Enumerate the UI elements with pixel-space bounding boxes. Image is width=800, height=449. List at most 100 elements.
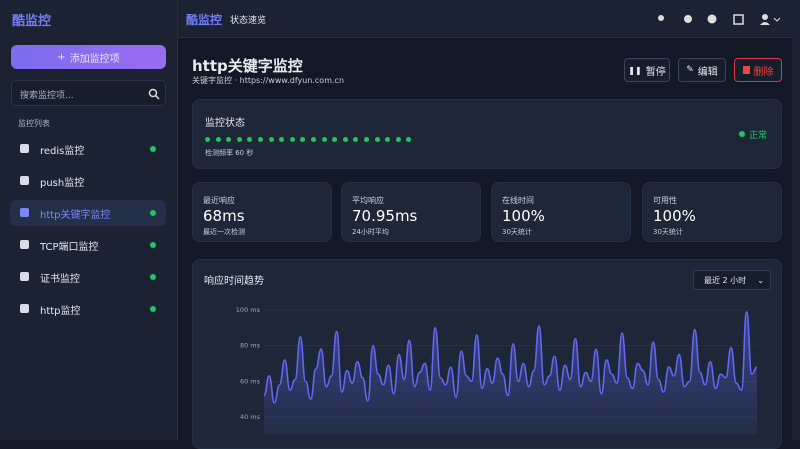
status-dot bbox=[150, 242, 156, 248]
topbar: 酷监控 状态速览 bbox=[178, 0, 800, 38]
page-subtitle: 关键字监控 · https://www.dfyun.com.cn bbox=[192, 76, 345, 85]
delete-label: 删除 bbox=[753, 66, 774, 78]
page-title: http关键字监控 bbox=[192, 57, 303, 75]
heartbeat-dot bbox=[257, 137, 263, 142]
stat-label: 在线时间 bbox=[502, 196, 534, 205]
plus-icon: + bbox=[57, 51, 66, 63]
monitor-name: redis监控 bbox=[40, 145, 85, 157]
settings-icon[interactable] bbox=[684, 15, 692, 23]
user-icon[interactable] bbox=[762, 14, 768, 20]
stat-label: 可用性 bbox=[653, 196, 677, 205]
scrollbar[interactable] bbox=[792, 0, 800, 440]
heartbeat-dot bbox=[310, 137, 316, 142]
pause-icon: ❚❚ bbox=[628, 65, 642, 75]
stat-note: 30天统计 bbox=[653, 228, 683, 236]
monitor-item[interactable]: http监控 bbox=[10, 296, 166, 322]
heartbeat-dot bbox=[247, 137, 253, 142]
dropdown-icon[interactable] bbox=[773, 17, 781, 22]
y-tick-label: 100 ms bbox=[236, 306, 261, 314]
heartbeat-dot bbox=[374, 137, 380, 142]
stat-card: 平均响应 70.95ms 24小时平均 bbox=[341, 182, 481, 242]
github-icon[interactable] bbox=[707, 14, 717, 24]
stat-note: 30天统计 bbox=[502, 228, 532, 236]
state-dot bbox=[739, 131, 745, 137]
status-dot bbox=[150, 210, 156, 216]
search-box[interactable]: 搜索监控项... bbox=[11, 80, 166, 106]
toolbar-icons bbox=[658, 14, 781, 25]
heartbeat-dot bbox=[353, 137, 359, 142]
y-tick-label: 80 ms bbox=[240, 342, 261, 350]
heartbeat-row bbox=[205, 137, 412, 142]
monitor-name: push监控 bbox=[40, 177, 85, 189]
monitor-name: TCP端口监控 bbox=[40, 241, 99, 253]
grid-icon[interactable] bbox=[733, 14, 744, 25]
heartbeat-dot bbox=[268, 137, 274, 142]
stat-note: 最近一次检测 bbox=[203, 228, 245, 236]
brand[interactable]: 酷监控 bbox=[186, 13, 223, 27]
heartbeat-dot bbox=[332, 137, 338, 142]
heartbeat-dot bbox=[363, 137, 369, 142]
stat-value: 100% bbox=[502, 207, 545, 225]
delete-button[interactable]: 删除 bbox=[734, 58, 782, 82]
add-button[interactable]: + 添加监控项 bbox=[11, 45, 166, 69]
icon bbox=[20, 240, 29, 249]
sidebar: 酷监控 + 添加监控项 搜索监控项... 监控列表 redis监控 push监控 … bbox=[0, 0, 178, 440]
heartbeat-dot bbox=[205, 137, 210, 142]
stat-card: 可用性 100% 30天统计 bbox=[642, 182, 782, 242]
monitor-name: 证书监控 bbox=[40, 273, 80, 285]
stat-card: 最近响应 68ms 最近一次检测 bbox=[192, 182, 332, 242]
response-chart: 响应时间趋势 40 ms 60 ms 80 ms 100 ms bbox=[204, 274, 758, 435]
icon bbox=[20, 304, 29, 313]
heartbeat-dot bbox=[321, 137, 327, 142]
monitor-name: http监控 bbox=[40, 305, 81, 317]
monitor-name: http关键字监控 bbox=[40, 209, 111, 221]
icon bbox=[20, 272, 29, 281]
heartbeat-dot bbox=[300, 137, 306, 142]
heartbeat-dot bbox=[226, 137, 232, 142]
monitor-item[interactable]: 证书监控 bbox=[10, 264, 166, 290]
status-dot bbox=[150, 274, 156, 280]
edit-button[interactable]: ✎ 编辑 bbox=[678, 58, 726, 82]
heartbeat-dot bbox=[279, 137, 285, 142]
state-label: 正常 bbox=[749, 131, 768, 141]
check-interval: 检测频率 60 秒 bbox=[205, 149, 254, 157]
status-title: 监控状态 bbox=[205, 118, 245, 129]
monitor-item[interactable]: push监控 bbox=[10, 168, 166, 194]
pause-label: 暂停 bbox=[645, 66, 666, 78]
monitor-item-active[interactable]: http关键字监控 bbox=[10, 200, 166, 226]
y-tick-label: 40 ms bbox=[240, 413, 261, 421]
select-caret: ⌄ bbox=[757, 275, 764, 285]
heartbeat-dot bbox=[215, 137, 221, 142]
monitor-item[interactable]: TCP端口监控 bbox=[10, 232, 166, 258]
range-select-label: 最近 2 小时 bbox=[704, 275, 747, 285]
nav-link[interactable]: 状态速览 bbox=[230, 16, 267, 26]
status-dot bbox=[150, 146, 156, 152]
brand[interactable]: 酷监控 bbox=[12, 14, 52, 29]
stat-value: 100% bbox=[653, 207, 696, 225]
monitor-item[interactable]: redis监控 bbox=[10, 136, 166, 162]
edit-icon: ✎ bbox=[686, 65, 694, 75]
add-button-label: 添加监控项 bbox=[69, 53, 120, 65]
heartbeat-dot bbox=[395, 137, 401, 142]
stat-label: 最近响应 bbox=[203, 196, 235, 205]
stat-label: 平均响应 bbox=[352, 196, 384, 205]
status-card: 监控状态 检测频率 60 秒 正常 bbox=[192, 99, 782, 169]
heartbeat-dot bbox=[385, 137, 391, 142]
chart-title: 响应时间趋势 bbox=[204, 274, 264, 287]
heartbeat-dot bbox=[236, 137, 242, 142]
range-select[interactable]: 最近 2 小时 ⌄ bbox=[693, 270, 771, 290]
icon bbox=[20, 208, 29, 217]
stat-card: 在线时间 100% 30天统计 bbox=[491, 182, 631, 242]
search-placeholder: 搜索监控项... bbox=[20, 91, 74, 101]
heartbeat-dot bbox=[342, 137, 348, 142]
icon bbox=[20, 176, 29, 185]
edit-label: 编辑 bbox=[697, 66, 718, 78]
status-dot bbox=[150, 306, 156, 312]
delete-icon bbox=[742, 66, 750, 74]
heartbeat-dot bbox=[406, 137, 412, 142]
icon bbox=[20, 144, 29, 153]
stat-value: 70.95ms bbox=[352, 207, 418, 225]
pause-button[interactable]: ❚❚ 暂停 bbox=[624, 58, 670, 82]
bulb-icon[interactable] bbox=[658, 15, 664, 21]
